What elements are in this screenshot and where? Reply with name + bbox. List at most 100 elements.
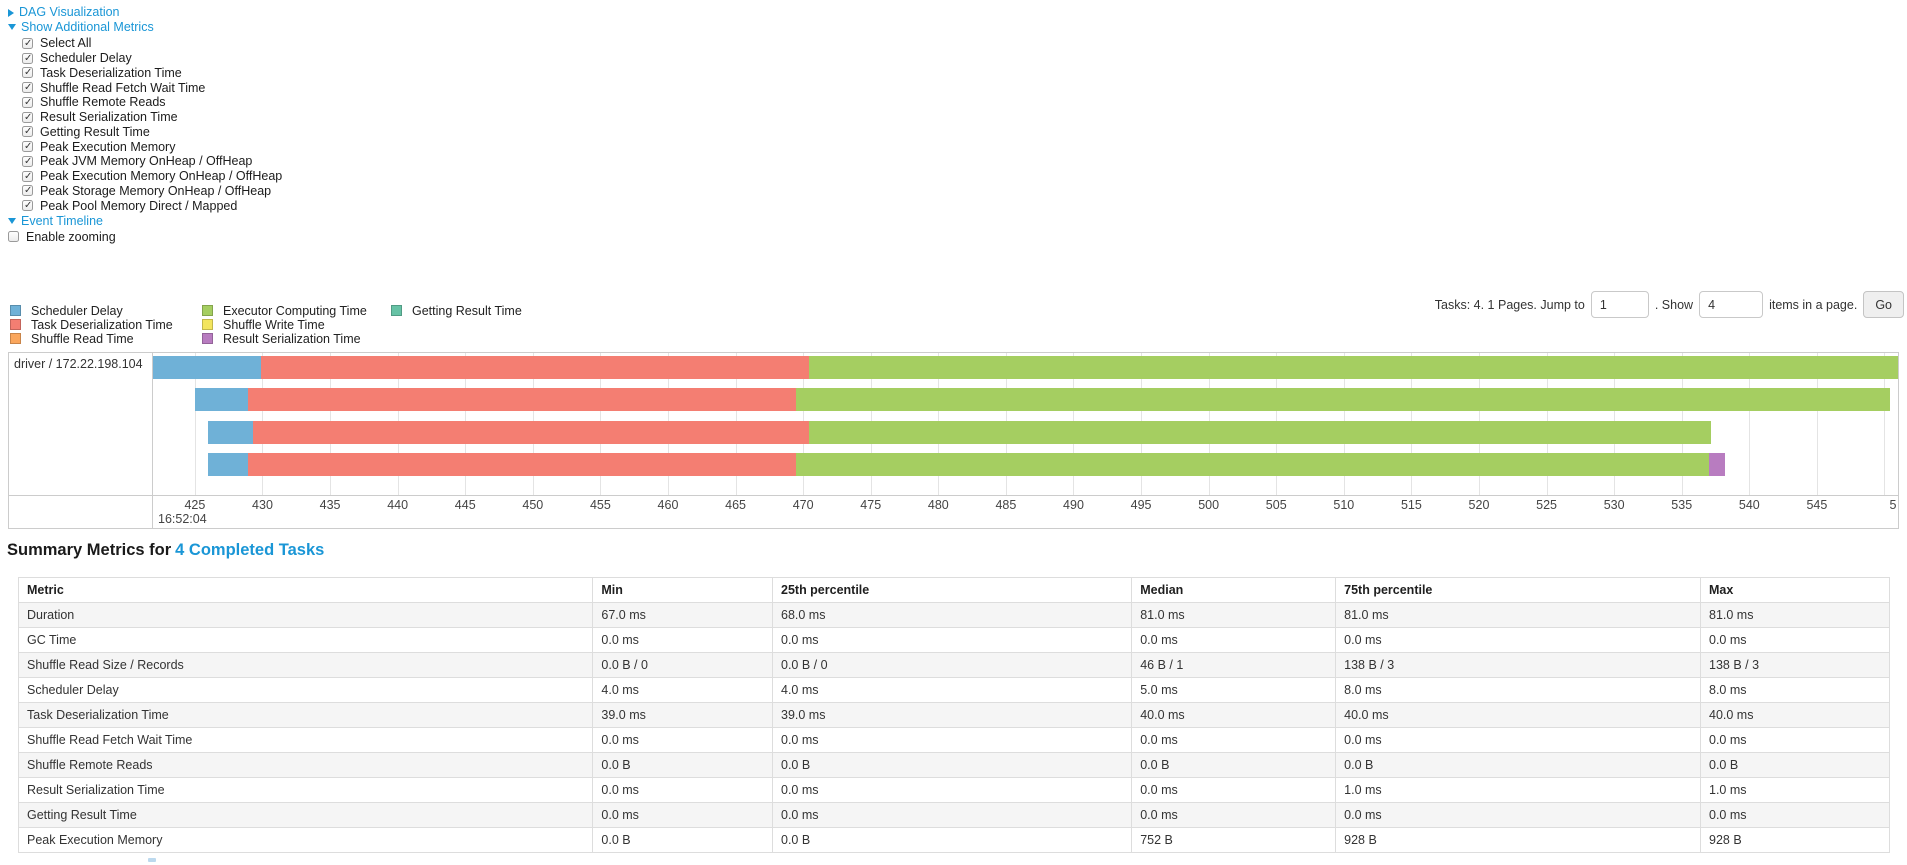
show-additional-metrics-toggle[interactable]: Show Additional Metrics (8, 20, 282, 35)
page-size-input[interactable] (1699, 291, 1764, 318)
task-bar-segment-scheduler_delay[interactable] (208, 420, 253, 444)
metric-checkbox-item: Peak Storage Memory OnHeap / OffHeap (22, 184, 282, 199)
legend-swatch-icon (202, 305, 213, 317)
metric-value-cell: 81.0 ms (1131, 602, 1337, 628)
metric-value-cell: 0.0 ms (1131, 802, 1337, 828)
task-pagination-controls: Tasks: 4. 1 Pages. Jump to . Show items … (1435, 291, 1904, 318)
column-header: Max (1700, 577, 1890, 603)
legend-item: Executor Computing Time (202, 304, 391, 318)
task-bar-segment-scheduler_delay[interactable] (153, 356, 262, 379)
metric-value-cell: 138 B / 3 (1335, 652, 1701, 678)
axis-tick-label: 470 (792, 498, 814, 512)
task-bar-segment-executor_computing[interactable] (808, 356, 1898, 379)
summary-metrics-table: Metric Min 25th percentile Median 75th perce… (17, 577, 1890, 853)
metric-value-cell: 81.0 ms (1335, 602, 1701, 628)
axis-tick-label: 525 (1536, 498, 1557, 512)
metric-name-cell: Duration (17, 602, 594, 628)
enable-zooming-checkbox[interactable] (8, 231, 19, 242)
metric-value-cell: 0.0 ms (1131, 727, 1337, 753)
task-bar-segment-task_deserialization[interactable] (247, 452, 797, 476)
task-bar-segment-executor_computing[interactable] (796, 452, 1709, 476)
timeline-gridline (194, 353, 196, 495)
event-timeline-link[interactable]: Event Timeline (21, 214, 103, 228)
axis-tick-label: 500 (1198, 498, 1220, 512)
task-bar-segment-result_serialization[interactable] (1708, 452, 1725, 476)
metric-value-cell: 0.0 ms (771, 777, 1133, 803)
metric-checkbox[interactable] (22, 82, 33, 94)
summary-title-text: Summary Metrics for (7, 541, 172, 559)
task-bar-segment-task_deserialization[interactable] (247, 388, 797, 412)
metric-checkbox[interactable] (22, 185, 33, 197)
legend-swatch-icon (202, 332, 213, 344)
task-bar-segment-executor_computing[interactable] (796, 388, 1890, 412)
metric-value-cell: 4.0 ms (592, 677, 773, 703)
axis-tick-label: 490 (1063, 498, 1084, 512)
metric-name-cell: Scheduler Delay (17, 677, 594, 703)
metric-checkbox-item: Shuffle Read Fetch Wait Time (22, 80, 282, 95)
metric-checkbox[interactable] (22, 37, 33, 49)
metric-value-cell: 46 B / 1 (1131, 652, 1337, 678)
metric-checkbox[interactable] (22, 67, 33, 79)
metric-checkbox-label: Scheduler Delay (40, 51, 132, 66)
dag-visualization-toggle[interactable]: DAG Visualization (8, 5, 282, 20)
metric-value-cell: 0.0 ms (592, 777, 773, 803)
metric-checkbox-item: Select All (22, 36, 282, 51)
completed-tasks-link[interactable]: 4 Completed Tasks (175, 541, 325, 559)
axis-tick-label: 545 (1806, 498, 1828, 512)
metric-value-cell: 40.0 ms (1335, 702, 1701, 728)
metric-checkbox[interactable] (22, 96, 33, 108)
legend-item: Shuffle Write Time (202, 318, 391, 332)
axis-time-label: 16:52:04 (158, 512, 207, 526)
stage-detail-toggles: DAG Visualization Show Additional Metric… (8, 5, 282, 244)
jump-to-page-input[interactable] (1590, 291, 1649, 318)
timeline-axis: 16:52:04 425 430 435 440 445 450 455 460 465 470 4… (9, 495, 1898, 528)
table-row: Shuffle Remote Reads 0.0 B 0.0 B 0.0 B 0.0 B… (17, 752, 1890, 778)
event-timeline-chart: driver / 172.22.198.104 16:52:04 425 430 4… (8, 352, 1899, 529)
table-row: Shuffle Read Size / Records 0.0 B / 0 0.0 … (17, 652, 1890, 678)
metric-value-cell: 67.0 ms (592, 602, 773, 628)
metric-value-cell: 0.0 B (592, 752, 773, 778)
metric-checkbox-label: Peak Storage Memory OnHeap / OffHeap (40, 183, 272, 198)
expanded-arrow-icon (8, 218, 16, 224)
table-row: Scheduler Delay 4.0 ms 4.0 ms 5.0 ms 8.0 ms 8… (17, 677, 1890, 703)
timeline-gridline (1816, 353, 1818, 495)
metric-checkbox-item: Peak Execution Memory (22, 139, 282, 154)
task-bar-segment-task_deserialization[interactable] (253, 420, 809, 444)
axis-tick-label: 425 (184, 498, 206, 512)
table-row: GC Time 0.0 ms 0.0 ms 0.0 ms 0.0 ms 0.0 ms (17, 627, 1890, 653)
summary-metrics-title: Summary Metrics for 4 Completed Tasks (7, 541, 324, 560)
legend-label: Shuffle Write Time (223, 317, 325, 332)
metric-checkbox[interactable] (22, 111, 33, 123)
task-bar-segment-executor_computing[interactable] (808, 420, 1712, 444)
metric-checkbox[interactable] (22, 52, 33, 64)
axis-tick-label: 435 (319, 498, 341, 512)
metric-value-cell: 752 B (1131, 827, 1337, 853)
task-bar-segment-scheduler_delay[interactable] (208, 452, 248, 476)
column-header: 75th percentile (1335, 577, 1701, 603)
dag-visualization-link[interactable]: DAG Visualization (19, 5, 120, 19)
event-timeline-toggle[interactable]: Event Timeline (8, 214, 282, 229)
metric-checkbox-label: Getting Result Time (40, 124, 150, 139)
axis-tick-label: 535 (1671, 498, 1693, 512)
metric-value-cell: 8.0 ms (1335, 677, 1701, 703)
metric-checkbox[interactable] (22, 170, 33, 182)
metric-value-cell: 0.0 ms (1131, 777, 1337, 803)
metric-value-cell: 0.0 ms (1700, 627, 1890, 653)
metric-name-cell: Shuffle Remote Reads (17, 752, 594, 778)
go-button[interactable]: Go (1863, 291, 1904, 318)
legend-item: Scheduler Delay (10, 304, 202, 318)
timeline-plot-area[interactable] (152, 353, 1898, 495)
metric-value-cell: 0.0 ms (592, 802, 773, 828)
metric-checkbox[interactable] (22, 200, 33, 212)
legend-swatch-icon (391, 305, 402, 317)
legend-item: Result Serialization Time (202, 332, 391, 346)
metric-checkbox[interactable] (22, 141, 33, 153)
task-bar-segment-task_deserialization[interactable] (261, 356, 809, 379)
cutoff-element-artifact (148, 858, 156, 862)
metric-checkbox[interactable] (22, 155, 33, 167)
metric-checkbox[interactable] (22, 126, 33, 138)
task-bar-segment-scheduler_delay[interactable] (194, 388, 248, 412)
show-additional-metrics-link[interactable]: Show Additional Metrics (21, 20, 154, 34)
metric-value-cell: 0.0 ms (1335, 627, 1701, 653)
legend-swatch-icon (202, 319, 213, 331)
